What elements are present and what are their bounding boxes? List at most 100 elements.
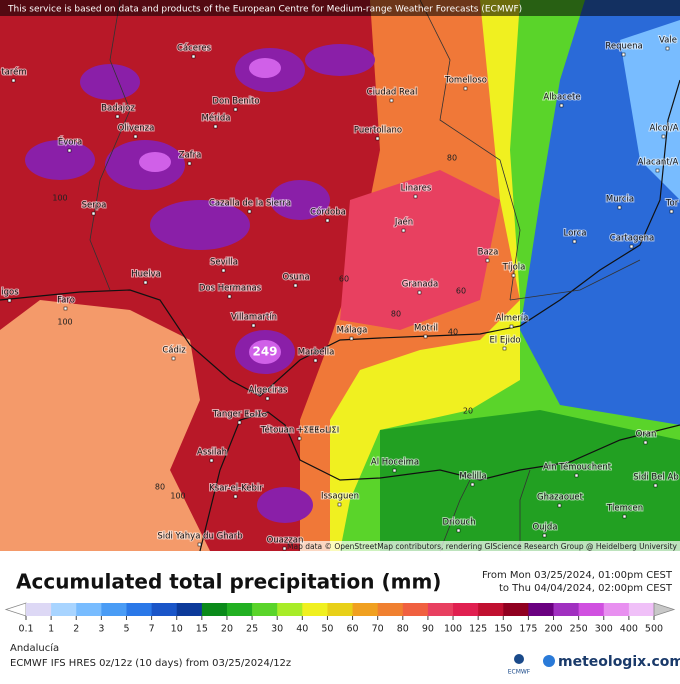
city-label: Ouazzan [267,536,304,546]
city-marker [133,134,138,139]
heavy-blob [150,200,250,250]
city-marker [413,194,418,199]
city-marker [297,436,302,441]
city-marker [485,258,490,263]
city-marker [423,334,428,339]
legend-swatch [151,603,178,616]
road-or-border [89,0,641,301]
city-marker [237,420,242,425]
legend-tick-label: 2 [73,624,79,635]
city-label: Ain Témouchent [543,462,612,473]
ocean-field [0,300,210,551]
city-marker [617,205,622,210]
city-label: Linares [401,184,432,194]
legend-tick-label: 250 [570,624,588,635]
city-label: Córdoba [310,207,346,218]
city-marker [665,46,670,51]
legend-tick-label: 150 [494,624,512,635]
legend-tick-label: 5 [123,624,129,635]
city-label: Tomelloso [444,76,487,86]
region: Andalucía [10,642,59,654]
city-label: Murcia [606,195,634,205]
city-marker [456,528,461,533]
contour-label: 80 [155,483,165,492]
city-label: Mérida [201,113,230,124]
heavy-blob [80,64,140,100]
legend-tick-label: 175 [519,624,537,635]
city-marker [559,103,564,108]
legend-swatch [453,603,479,616]
city-label: Requena [605,42,642,52]
city-label: Cádiz [162,346,186,356]
period-end: to Thu 04/04/2024, 02:00pm CEST [499,583,673,594]
city-marker [509,324,514,329]
city-marker [11,78,16,83]
city-label: Ksar-el-Kebir [209,484,263,494]
city-label: Ciudad Real [367,88,418,98]
contour-label: 60 [456,287,466,296]
city-label: Jaén [394,217,413,228]
legend-over [653,602,676,617]
city-label: Lorca [564,229,587,239]
attribution: Map data © OpenStreetMap contributors, r… [287,542,678,551]
legend-tick-label: 70 [372,624,384,635]
contour-label: 100 [170,492,185,501]
city-marker [233,494,238,499]
legend-swatch [252,603,278,616]
city-marker [470,482,475,487]
legend-swatch [327,603,354,616]
legend-swatch [503,603,529,616]
city-label: Almería [496,314,529,324]
city-label: Villamartín [231,313,277,323]
coastline [199,411,680,552]
contour-labels: 100 100 80 100 60 80 40 20 80 60 249 [52,154,473,501]
coastline [0,79,680,397]
city-label: Tétouan ⵜⵉⵟⵟⴰⵡⵉⵏ [260,425,339,436]
city-marker [502,346,507,351]
heavy-core [249,340,281,364]
city-label: Tanger ⵟⴰⵏⵊⴰ [212,410,268,420]
legend-swatch [427,603,454,616]
city-marker [655,168,660,173]
city-label: Albacete [543,93,580,103]
city-marker [463,86,468,91]
city-marker [191,54,196,59]
city-marker [574,473,579,478]
city-label: Motril [414,324,438,334]
city-label: Tlemcen [606,504,643,514]
city-label: Marbella [298,348,335,358]
city-marker [67,148,72,153]
ecmwf-icon [514,654,524,664]
contour-label: 80 [447,154,457,163]
city-marker [197,542,202,547]
city-marker [661,134,666,139]
city-marker [337,502,342,507]
city-label: Granada [402,280,439,290]
city-label: Cartagena [610,234,654,244]
legend-swatch [352,603,379,616]
heavy-blob [270,180,330,220]
legend-swatch [226,603,253,616]
city-label: igos [1,288,19,298]
legend-swatch [201,603,228,616]
legend-tick-label: 125 [469,624,487,635]
legend-tick-label: 100 [444,624,462,635]
legend-swatch [628,603,655,616]
legend-tick-label: 50 [321,624,333,635]
legend-swatch [402,603,429,616]
period-start: From Mon 03/25/2024, 01:00pm CEST [482,570,673,581]
city-marker [282,546,287,551]
city-label: Serpa [82,201,107,211]
city-marker [417,290,422,295]
city-marker [401,228,406,233]
city-marker [629,244,634,249]
city-marker [313,358,318,363]
city-marker [247,209,252,214]
city-marker [91,211,96,216]
city-label: Faro [57,296,75,306]
city-label: Don Benito [212,97,259,107]
city-marker [622,514,627,519]
city-marker [375,136,380,141]
